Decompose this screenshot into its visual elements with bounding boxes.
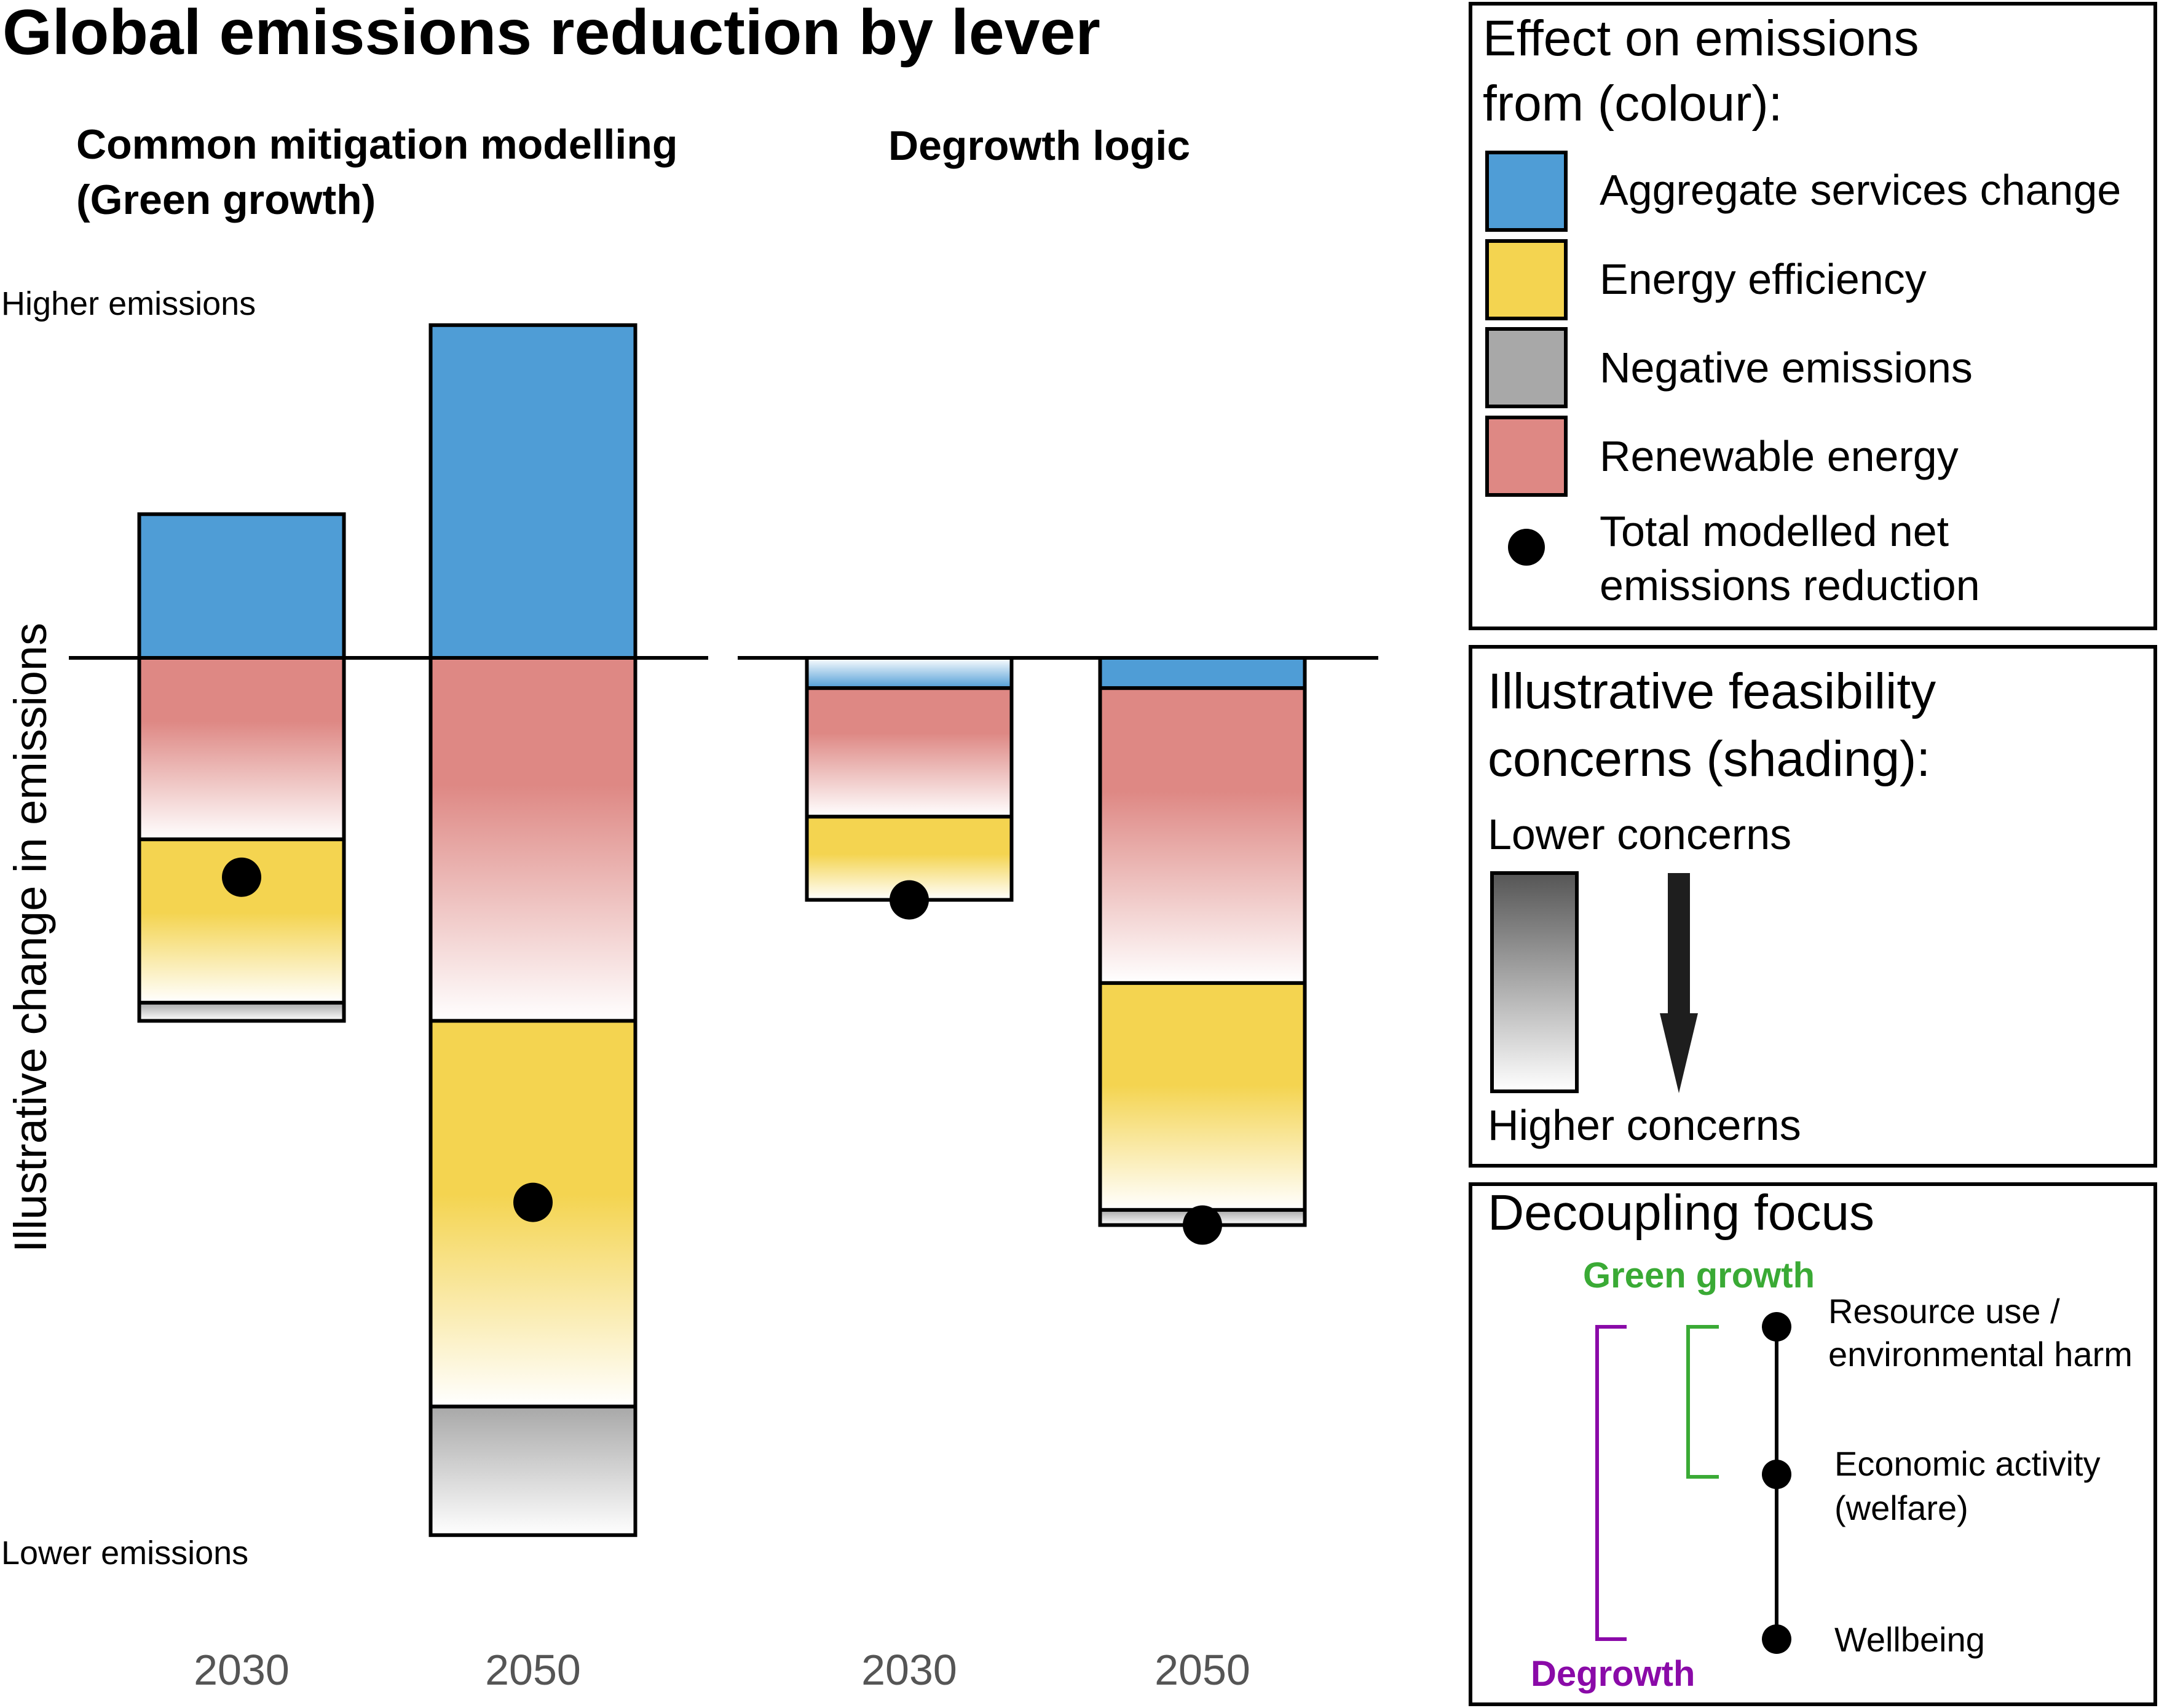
legend-shading-title-line1: Illustrative feasibility (1488, 663, 1936, 719)
legend-swatch-negative-emissions (1485, 327, 1568, 408)
net-dot-green-growth-2030 (222, 857, 261, 897)
legend-shading-title-line2: concerns (shading): (1488, 731, 1930, 787)
node-label-resource-use-line2: environmental harm (1828, 1335, 2133, 1374)
legend-swatch-energy-efficiency (1485, 239, 1568, 320)
x-tick-degrowth-2050: 2050 (1154, 1646, 1250, 1694)
panel-title-green-growth-line1: Common mitigation modelling (76, 121, 677, 168)
node-label-economic-activity-line1: Economic activity (1834, 1444, 2101, 1483)
x-tick-labels: 2030 2050 2030 2050 (194, 1646, 1250, 1694)
green-growth-label: Green growth (1583, 1255, 1815, 1295)
legend-label-negative-emissions: Negative emissions (1600, 344, 1973, 392)
legend-label-energy-efficiency: Energy efficiency (1600, 255, 1927, 303)
bar-common-2030-negative-emissions (137, 1000, 346, 1023)
net-dot-degrowth-2050 (1183, 1205, 1222, 1245)
legend-net-dot (1508, 529, 1545, 566)
legend-shading-lower-label: Lower concerns (1488, 810, 1791, 858)
net-dots-layer (222, 857, 1222, 1245)
bar-common-2050-renewable-energy (428, 656, 637, 1023)
axis-top-label: Higher emissions (1, 285, 256, 322)
node-wellbeing (1762, 1624, 1791, 1654)
legend-shading: Illustrative feasibility concerns (shadi… (1469, 645, 2157, 1168)
legend-swatch-aggregate-services (1485, 151, 1568, 232)
bars-layer (137, 323, 1307, 1537)
bar-common-2030-aggregate-services-change (137, 512, 346, 660)
legend-decoupling-title: Decoupling focus (1488, 1185, 1874, 1241)
net-dot-green-growth-2050 (513, 1182, 553, 1222)
node-label-wellbeing: Wellbeing (1834, 1620, 1985, 1659)
axis-bottom-label: Lower emissions (1, 1535, 248, 1572)
bar-degrowth-2030-renewable-energy (805, 686, 1014, 819)
legend-label-renewable-energy: Renewable energy (1600, 432, 1959, 480)
y-axis-label: Illustrative change in emissions (5, 623, 56, 1252)
legend-decoupling-box (1469, 1182, 2157, 1706)
net-dot-degrowth-2030 (890, 880, 929, 920)
node-resource-use (1762, 1312, 1791, 1342)
legend-colour-title-line1: Effect on emissions (1483, 10, 1919, 66)
node-label-resource-use-line1: Resource use / (1828, 1292, 2060, 1330)
legend-colour-title-line2: from (colour): (1483, 76, 1783, 132)
legend-shading-arrow-shaft (1668, 873, 1690, 1016)
panel-title-degrowth: Degrowth logic (888, 122, 1190, 169)
panel-title-green-growth-line2: (Green growth) (76, 176, 376, 223)
legend-shading-box (1469, 645, 2157, 1168)
bar-degrowth-2050-energy-efficiency (1098, 981, 1307, 1212)
chart-title: Global emissions reduction by lever (2, 0, 1100, 68)
node-label-economic-activity-line2: (welfare) (1834, 1489, 1968, 1527)
degrowth-bracket (1595, 1325, 1627, 1641)
bar-common-2050-aggregate-services-change (428, 323, 637, 660)
bar-common-2030-renewable-energy (137, 656, 346, 842)
x-tick-green-growth-2050: 2050 (485, 1646, 581, 1694)
legend-colour-box (1469, 2, 2157, 630)
bar-degrowth-2030-aggregate-services-change (805, 656, 1014, 690)
bar-degrowth-2050-renewable-energy (1098, 686, 1307, 985)
legend-net-label-line2: emissions reduction (1600, 561, 1980, 609)
bar-degrowth-2050-aggregate-services-change (1098, 656, 1307, 690)
legend-shading-gradient-swatch (1490, 871, 1579, 1093)
legend-label-aggregate-services: Aggregate services change (1600, 166, 2121, 214)
legend-decoupling: Decoupling focus Green growth Degrowth R… (1469, 1182, 2157, 1706)
legend-net-label-line1: Total modelled net (1600, 507, 1949, 555)
legend-colour: Effect on emissions from (colour): Aggre… (1469, 2, 2157, 630)
green-growth-bracket (1686, 1325, 1719, 1479)
legend-swatch-renewable-energy (1485, 416, 1568, 497)
x-tick-green-growth-2030: 2030 (194, 1646, 290, 1694)
legend-shading-higher-label: Higher concerns (1488, 1101, 1801, 1149)
legend-shading-arrow-head (1660, 1013, 1698, 1093)
node-economic-activity (1762, 1460, 1791, 1489)
degrowth-label: Degrowth (1531, 1654, 1695, 1694)
x-tick-degrowth-2030: 2030 (861, 1646, 957, 1694)
bar-common-2050-negative-emissions (428, 1404, 637, 1537)
